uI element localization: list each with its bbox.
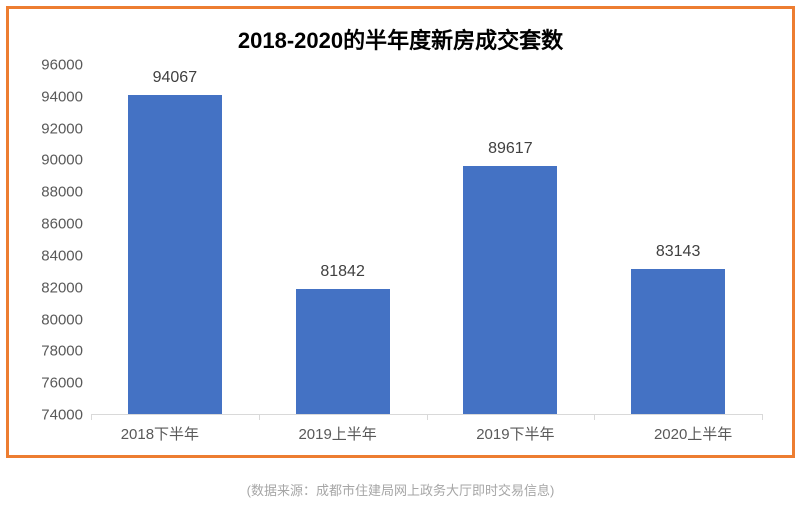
y-tick-label: 78000 (41, 343, 83, 360)
y-tick-label: 86000 (41, 216, 83, 233)
y-tick-label: 96000 (41, 57, 83, 74)
chart-container: 2018-2020的半年度新房成交套数 74000760007800080000… (0, 6, 801, 509)
x-axis-label: 2019上半年 (298, 423, 376, 444)
plot-area: 94067 81842 89617 83143 (91, 65, 762, 415)
bar: 81842 (296, 289, 390, 414)
bar-value-label: 94067 (125, 69, 225, 87)
y-tick-label: 80000 (41, 311, 83, 328)
bar-value-label: 81842 (293, 263, 393, 281)
x-axis-label: 2019下半年 (476, 423, 554, 444)
y-tick-label: 88000 (41, 184, 83, 201)
bar-value-label: 83143 (628, 243, 728, 261)
y-tick-label: 90000 (41, 152, 83, 169)
y-tick-label: 82000 (41, 279, 83, 296)
plot-region: 7400076000780008000082000840008600088000… (29, 65, 772, 415)
y-tick-label: 84000 (41, 247, 83, 264)
chart-title: 2018-2020的半年度新房成交套数 (9, 9, 792, 65)
x-axis-labels: 2018下半年 2019上半年 2019下半年 2020上半年 (71, 415, 782, 455)
bar: 94067 (128, 95, 222, 414)
bar: 83143 (631, 269, 725, 414)
y-tick-label: 92000 (41, 120, 83, 137)
y-tick-label: 94000 (41, 88, 83, 105)
chart-frame: 2018-2020的半年度新房成交套数 74000760007800080000… (6, 6, 795, 458)
y-axis: 7400076000780008000082000840008600088000… (29, 65, 89, 415)
x-axis-label: 2018下半年 (121, 423, 199, 444)
bar-value-label: 89617 (460, 140, 560, 158)
bar: 89617 (463, 166, 557, 414)
x-axis-label: 2020上半年 (654, 423, 732, 444)
y-tick-label: 76000 (41, 375, 83, 392)
source-note: (数据来源：成都市住建局网上政务大厅即时交易信息) (0, 464, 801, 509)
